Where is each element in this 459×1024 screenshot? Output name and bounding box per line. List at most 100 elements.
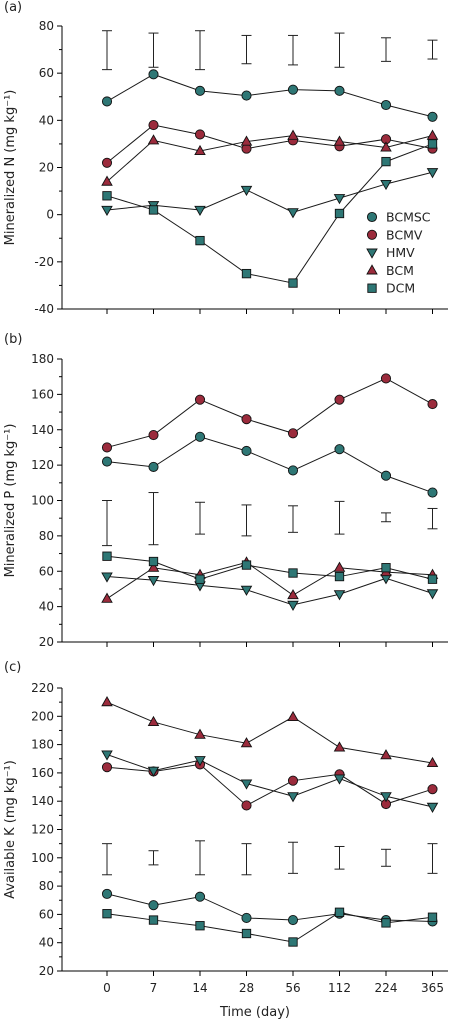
series-bcmsc-point [334, 85, 345, 96]
series-hmv [101, 572, 439, 611]
legend-label: BCMSC [386, 210, 431, 225]
error-bar [102, 30, 112, 71]
series-dcm-point [381, 563, 391, 573]
y-tick-label: 200 [31, 709, 54, 723]
series-dcm [102, 907, 438, 947]
series-hmv-point [287, 208, 299, 219]
series-hmv-line [106, 171, 433, 213]
error-bar [195, 840, 205, 876]
legend-marker [367, 283, 377, 293]
series-hmv-point [333, 194, 346, 205]
series-dcm-point [427, 912, 438, 922]
panel-1: -40 -20 0 20 40 60 80 Mineralized N (mg kg⁻¹) (a… [3, 0, 448, 316]
series-bcmsc-point [148, 461, 159, 472]
series-bcmsc-line [106, 73, 433, 118]
error-bar [334, 845, 345, 870]
series-bcm-point [333, 561, 346, 572]
series-dcm [102, 551, 438, 584]
error-bar [102, 843, 112, 876]
y-axis-title: Mineralized N (mg kg⁻¹) [3, 90, 18, 246]
y-tick-label: 100 [31, 851, 54, 865]
error-bar [241, 34, 252, 65]
series-bcmv-point [101, 442, 113, 453]
series-bcmsc-point [334, 444, 345, 455]
series-hmv-point [287, 792, 299, 803]
series-bcmv-point [194, 129, 206, 140]
series-hmv-point [333, 774, 346, 785]
y-tick-label: 160 [31, 387, 54, 401]
series-bcmsc-point [194, 891, 206, 902]
series-dcm [102, 139, 438, 288]
series-dcm-point [288, 568, 298, 578]
series-bcmsc-point [241, 445, 252, 457]
y-tick-label: 120 [31, 458, 54, 472]
series-bcm [101, 696, 439, 768]
series-hmv-point [101, 750, 113, 761]
error-bar [241, 504, 252, 537]
series-dcm-point [288, 278, 298, 288]
series-bcmsc-point [287, 465, 299, 476]
series-bcm-point [147, 715, 160, 727]
error-bar [148, 850, 159, 866]
series-bcmv-point [427, 399, 438, 410]
legend-item: BCMV [366, 227, 423, 242]
series-bcm-point [380, 141, 392, 152]
series-bcmv-point [287, 775, 299, 786]
y-tick-label: 60 [39, 907, 54, 921]
legend-item: DCM [367, 281, 415, 296]
y-tick-label: 40 [39, 113, 54, 127]
series-dcm-point [148, 205, 159, 215]
series-bcmsc-point [148, 900, 159, 911]
y-tick-label: 140 [31, 794, 54, 808]
x-tick-label: 28 [239, 981, 254, 995]
series-bcmsc-point [194, 431, 206, 442]
series-bcmsc [101, 431, 438, 498]
error-bar [427, 507, 438, 530]
series-hmv-point [426, 168, 439, 179]
series-hmv-point [194, 205, 206, 217]
legend-marker [366, 248, 378, 259]
error-bar [334, 500, 345, 535]
series-bcm-point [240, 737, 253, 748]
series-bcmv [101, 120, 438, 168]
series-hmv [101, 750, 439, 813]
panel-2: 20 40 60 80 100 120 140 160 180 Mineralized P (mg… [3, 332, 448, 649]
legend-label: DCM [386, 281, 415, 296]
legend-label: BCM [386, 263, 414, 278]
series-dcm-point [381, 918, 391, 928]
legend-item: HMV [366, 245, 415, 260]
series-bcmv-point [101, 157, 113, 168]
panel-label: (a) [4, 0, 22, 15]
series-hmv-point [240, 779, 253, 790]
legend-marker [366, 264, 378, 275]
series-dcm-point [195, 574, 205, 584]
series-dcm-point [288, 937, 298, 947]
y-tick-label: 80 [39, 529, 54, 543]
series-bcmv-point [241, 414, 252, 425]
series-bcmv-line [106, 763, 433, 807]
series-hmv-point [194, 756, 206, 767]
series-hmv-point [147, 576, 160, 587]
series-dcm-point [102, 909, 112, 919]
error-bar [241, 843, 252, 876]
error-bar [381, 848, 391, 867]
y-tick-label: 100 [31, 494, 54, 508]
series-bcmv-line [106, 377, 433, 448]
series-bcmsc-point [101, 456, 113, 467]
series-bcmsc-point [287, 915, 299, 926]
series-bcmsc-line [106, 436, 433, 494]
series-bcmsc-point [241, 90, 252, 101]
series-bcmsc-point [427, 487, 438, 498]
series-hmv-point [426, 802, 439, 813]
x-tick-label: 56 [285, 981, 300, 995]
series-dcm-point [334, 208, 345, 219]
series-hmv-point [287, 600, 299, 611]
error-bar [288, 841, 298, 874]
series-bcm [101, 129, 439, 186]
series-hmv-point [426, 589, 439, 600]
series-hmv-point [333, 590, 346, 601]
x-tick-label: 0 [103, 981, 111, 995]
y-tick-label: 80 [39, 879, 54, 893]
y-tick-label: -40 [34, 302, 54, 316]
